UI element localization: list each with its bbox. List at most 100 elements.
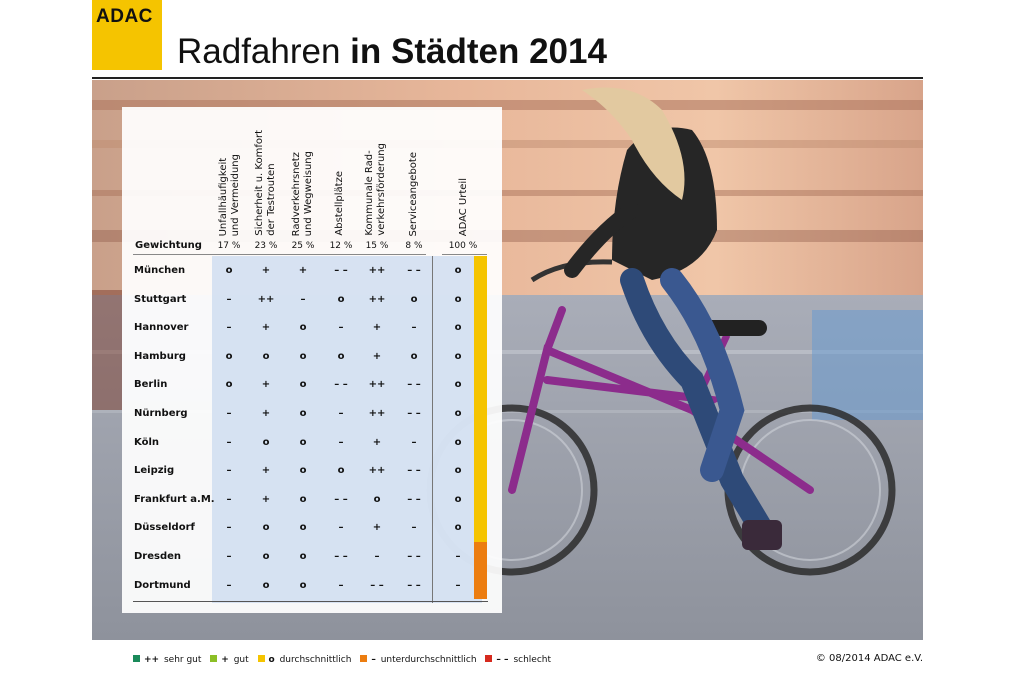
rating-cell: o [299, 436, 307, 448]
rating-cell: o [454, 493, 462, 505]
weight-value: 8 % [405, 241, 423, 251]
rating-cell: o [262, 551, 270, 562]
table-bottom-rule [133, 601, 488, 602]
rating-cell: o [225, 350, 233, 362]
rating-cell: – [226, 322, 232, 334]
rating-cell: o [454, 522, 462, 534]
column-header-network: Radverkehrsnetz und Wegweisung [291, 150, 314, 236]
rating-cell: o [299, 322, 307, 334]
rating-cell: – [226, 465, 232, 477]
legend-swatch [210, 655, 218, 662]
rating-cell: o [299, 350, 307, 362]
rating-cell: ++ [257, 293, 275, 305]
legend-item: o durchschnittlich [257, 655, 351, 665]
city-name: Frankfurt a.M. [134, 493, 215, 505]
rating-cell: o [299, 408, 307, 419]
adac-logo: ADAC [92, 0, 162, 70]
rating-cell: – [338, 322, 344, 334]
rating-cell: – [338, 522, 344, 534]
rating-cell: – [411, 522, 417, 534]
weight-value: 25 % [291, 241, 315, 251]
rating-cell: o [410, 350, 418, 362]
rating-cell: o [225, 379, 233, 391]
verdict-weight-underline [442, 254, 487, 255]
rating-cell: – [455, 579, 461, 591]
weight-value: 17 % [217, 241, 241, 251]
rating-cell: – – [334, 551, 348, 562]
rating-cell: ++ [368, 465, 386, 477]
rating-cell: – – [334, 265, 348, 276]
legend-swatch [485, 655, 493, 662]
rating-cell: – [300, 293, 306, 305]
legend-swatch [360, 655, 368, 662]
verdict-separator [432, 256, 433, 603]
city-name: Dresden [134, 551, 182, 562]
column-header-services: Serviceangebote [408, 151, 419, 236]
rating-cell: o [454, 350, 462, 362]
weight-underline [133, 254, 426, 255]
rating-cell: – [411, 436, 417, 448]
legend-item: + gut [210, 655, 249, 665]
rating-cell: o [410, 293, 418, 305]
city-name: Köln [134, 436, 159, 448]
rating-cell: o [373, 493, 381, 505]
rating-cell: – – [407, 493, 421, 505]
rating-cell: – – [370, 579, 384, 591]
rating-cell: o [262, 436, 270, 448]
rating-cell: – – [334, 379, 348, 391]
rating-cell: – – [407, 551, 421, 562]
city-name: Hamburg [134, 350, 186, 362]
rating-cell: o [454, 293, 462, 305]
legend-item: ++ sehr gut [133, 655, 201, 665]
rating-cell: – [226, 522, 232, 534]
weight-value: 15 % [365, 241, 389, 251]
rating-cell: o [337, 293, 345, 305]
rating-cell: o [454, 408, 462, 419]
verdict-bar-below-average [474, 542, 487, 599]
rating-cell: o [262, 579, 270, 591]
verdict-bar-average [474, 256, 487, 542]
logo-text: ADAC [96, 6, 153, 27]
rating-cell: – [411, 322, 417, 334]
city-name: Stuttgart [134, 293, 187, 305]
title-light: Radfahren [177, 32, 351, 71]
rating-cell: ++ [368, 408, 386, 419]
rating-cell: + [372, 522, 382, 534]
city-name: Leipzig [134, 465, 175, 477]
legend-item: – – schlecht [485, 655, 551, 665]
rating-cell: – [455, 551, 461, 562]
city-name: Berlin [134, 379, 168, 391]
rating-cell: o [337, 465, 345, 477]
rating-cell: o [262, 350, 270, 362]
rating-cell: + [372, 350, 382, 362]
rating-cell: + [372, 436, 382, 448]
rating-cell: o [337, 350, 345, 362]
rating-cell: + [261, 379, 271, 391]
rating-cell: o [299, 522, 307, 534]
rating-cell: + [261, 493, 271, 505]
rating-cell: ++ [368, 379, 386, 391]
rating-cell: – – [334, 493, 348, 505]
rating-cell: o [262, 522, 270, 534]
city-name: Düsseldorf [134, 522, 195, 534]
weight-value: 100 % [448, 241, 478, 251]
weight-value: 23 % [254, 241, 278, 251]
rating-cell: – [226, 293, 232, 305]
rating-cell: o [454, 379, 462, 391]
rating-cell: – – [407, 408, 421, 419]
rating-cell: – [338, 436, 344, 448]
rating-cell: – – [407, 465, 421, 477]
column-header-route-safety: Sicherheit u. Komfort der Testrouten [254, 130, 277, 236]
column-header-accidents: Unfallhäufigkeit und Vermeidung [218, 153, 241, 236]
column-header-promotion: Kommunale Rad- verkehrsförderung [364, 143, 387, 236]
rating-cell: ++ [368, 293, 386, 305]
rating-cell: – [226, 408, 232, 419]
rating-cell: – [226, 436, 232, 448]
rating-cell: – [374, 551, 380, 562]
rating-cell: o [454, 265, 462, 276]
rating-cell: o [299, 493, 307, 505]
rating-cell: + [261, 322, 271, 334]
rating-cell: + [261, 265, 271, 276]
rating-cell: – [226, 551, 232, 562]
rating-cell: ++ [368, 265, 386, 276]
